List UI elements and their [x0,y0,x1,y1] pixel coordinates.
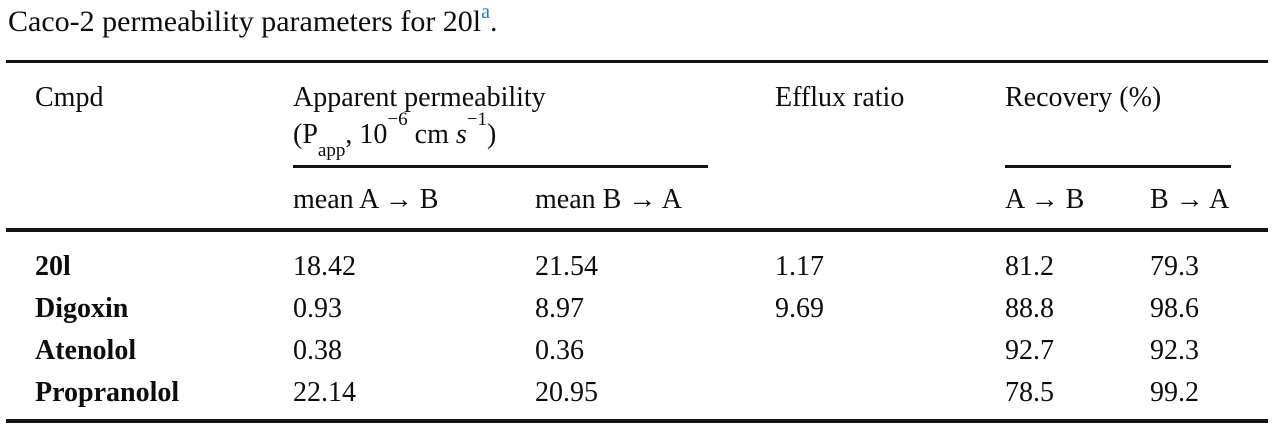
cell-compound: Digoxin [35,292,129,324]
cell-recovery-b-to-a: 98.6 [1150,292,1199,324]
table-caption-text: Caco-2 permeability parameters for 20l [8,5,482,38]
header-apparent-permeability-units: (Papp, 10−6 cm s−1) [293,110,773,160]
cell-mean-a-to-b: 18.42 [293,250,356,282]
unit-s: s [455,119,467,150]
subheader-mean-a-to-b: mean A → B [291,167,533,232]
cell-recovery-a-to-b: 78.5 [1005,376,1054,408]
table-row: Atenolol 0.38 0.36 92.7 92.3 [6,330,1268,372]
cell-recovery-b-to-a: 99.2 [1150,376,1199,408]
cell-mean-b-to-a: 20.95 [535,376,598,408]
cell-recovery-b-to-a: 79.3 [1150,250,1199,282]
cell-mean-a-to-b: 0.93 [293,292,342,324]
table-caption-period: . [490,5,498,38]
cell-compound: Propranolol [35,376,180,408]
cell-recovery-a-to-b: 88.8 [1005,292,1054,324]
cell-mean-b-to-a: 0.36 [535,334,584,366]
cell-recovery-a-to-b: 81.2 [1005,250,1054,282]
unit-suffix: ) [487,119,497,150]
table-row: 20l 18.42 21.54 1.17 81.2 79.3 [6,230,1268,288]
unit-exponent-minus6: −6 [387,108,408,130]
unit-subscript-app: app [317,139,346,161]
header-apparent-permeability: Apparent permeability (Papp, 10−6 cm s−1… [291,62,773,168]
subheader-empty-efflux [773,167,1003,232]
header-recovery: Recovery (%) [1003,62,1268,168]
unit-cm: cm [407,119,456,150]
recovery-spanner-rule [1005,164,1231,168]
table-caption: Caco-2 permeability parameters for 20la. [8,1,498,40]
cell-mean-b-to-a: 21.54 [535,250,598,282]
table-row: Digoxin 0.93 8.97 9.69 88.8 98.6 [6,288,1268,330]
unit-exponent-minus1: −1 [466,108,488,130]
footnote-marker: a [481,1,491,23]
subheader-recovery-a-to-b: A → B [1003,167,1148,232]
table-row: Propranolol 22.14 20.95 78.5 99.2 [6,372,1268,421]
unit-mid: , 10 [345,119,388,150]
header-recovery-label: Recovery (%) [1005,82,1162,113]
subheader-mean-b-to-a: mean B → A [533,167,773,232]
cell-efflux-ratio [773,372,1003,421]
cell-recovery-a-to-b: 92.7 [1005,334,1054,366]
header-efflux-ratio: Efflux ratio [775,82,905,113]
header-apparent-permeability-line1: Apparent permeability [293,82,546,113]
header-sub-row: mean A → B mean B → A A → B B → A [6,167,1269,232]
caco2-permeability-table: Cmpd Apparent permeability (Papp, 10−6 c… [6,60,1269,423]
cell-efflux-ratio [773,330,1003,372]
cell-mean-a-to-b: 22.14 [293,376,356,408]
header-cmpd: Cmpd [35,82,104,113]
cell-mean-a-to-b: 0.38 [293,334,342,366]
apparent-permeability-spanner-rule [293,164,708,168]
header-group-row: Cmpd Apparent permeability (Papp, 10−6 c… [6,62,1268,168]
subheader-empty-cmpd [6,167,291,232]
cell-compound: Atenolol [35,334,137,366]
cell-efflux-ratio: 9.69 [775,292,824,324]
subheader-recovery-b-to-a: B → A [1148,167,1269,232]
cell-compound: 20l [35,250,71,282]
unit-prefix: (P [293,119,318,150]
cell-efflux-ratio: 1.17 [775,250,824,282]
cell-mean-b-to-a: 8.97 [535,292,584,324]
cell-recovery-b-to-a: 92.3 [1150,334,1199,366]
